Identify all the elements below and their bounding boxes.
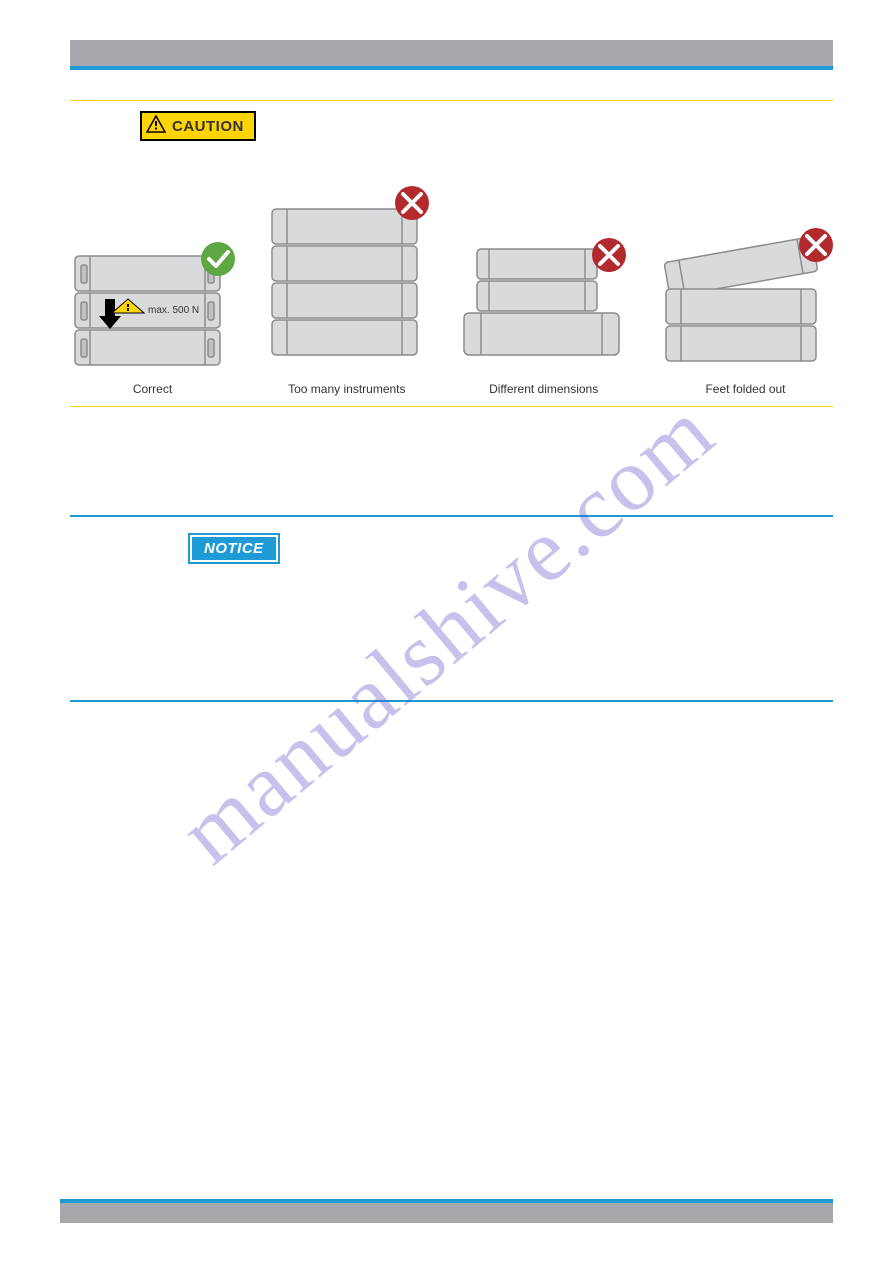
caution-badge: CAUTION [140, 111, 256, 141]
caution-label: CAUTION [172, 118, 244, 135]
notice-label: NOTICE [204, 540, 264, 557]
blue-rule-bottom [70, 700, 833, 702]
caption-too-many: Too many instruments [264, 382, 429, 396]
fig-correct: max. 500 N Correct [70, 221, 235, 396]
blue-rule-top [70, 515, 833, 517]
footer-bar [60, 1199, 833, 1223]
yellow-rule-top [70, 100, 833, 101]
caption-feet-out: Feet folded out [658, 382, 833, 396]
stacking-figure-row: max. 500 N Correct [70, 181, 833, 396]
fig-diff-dim: Different dimensions [459, 211, 629, 396]
caption-diff-dim: Different dimensions [459, 382, 629, 396]
max-load-text: max. 500 N [148, 305, 199, 316]
warning-triangle-icon [146, 115, 166, 137]
fig-feet-out: Feet folded out [658, 211, 833, 396]
caption-correct: Correct [70, 382, 235, 396]
fig-too-many: Too many instruments [264, 181, 429, 396]
header-bar [70, 40, 833, 70]
notice-badge: NOTICE [190, 535, 278, 562]
yellow-rule-bottom [70, 406, 833, 407]
